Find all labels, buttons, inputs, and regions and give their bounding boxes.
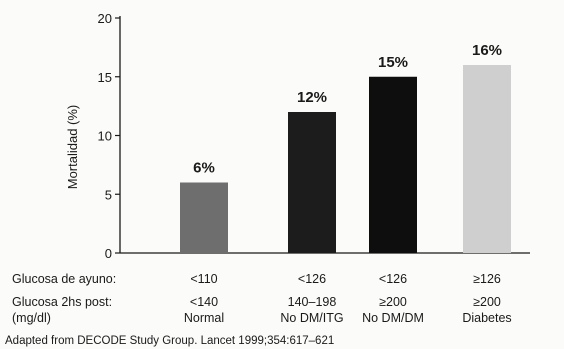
data-labels: 6% 12% 15% 16%: [193, 42, 502, 177]
y-tick-label: 10: [98, 129, 112, 144]
post-glucose-label: Glucosa 2hs post:: [12, 295, 112, 309]
fasting-glucose-label: Glucosa de ayuno:: [12, 272, 116, 286]
footnote: Adapted from DECODE Study Group. Lancet …: [5, 335, 334, 347]
bar-data-label: 12%: [297, 89, 327, 106]
y-tick-label: 0: [105, 246, 112, 261]
bar-data-label: 16%: [472, 42, 502, 59]
bar-data-label: 6%: [193, 160, 215, 177]
group-label: Normal: [184, 311, 224, 325]
fasting-value: ≥126: [473, 272, 501, 286]
post-value: <140: [190, 295, 218, 309]
fasting-value: <110: [190, 272, 217, 286]
post-value: 140–198: [288, 295, 337, 309]
unit-label: (mg/dl): [12, 311, 51, 325]
group-label: No DM/ITG: [280, 311, 343, 325]
post-value: ≥200: [379, 295, 407, 309]
group-label: Diabetes: [462, 311, 511, 325]
fasting-value: <126: [379, 272, 407, 286]
bars: [180, 65, 511, 253]
y-axis-label: Mortalidad (%): [65, 105, 80, 190]
post-value: ≥200: [473, 295, 501, 309]
y-tick-label: 15: [98, 70, 112, 85]
y-tick-label: 20: [98, 11, 112, 26]
bar: [180, 182, 228, 253]
bar: [463, 65, 511, 253]
table-cells: <110 <140 Normal <126 140–198 No DM/ITG <126 ≥2…: [184, 272, 512, 325]
bar: [369, 76, 417, 253]
y-tick-label: 5: [105, 187, 112, 202]
fasting-value: <126: [298, 272, 326, 286]
bar-data-label: 15%: [378, 54, 408, 71]
group-label: No DM/DM: [362, 311, 424, 325]
bar: [288, 112, 336, 253]
